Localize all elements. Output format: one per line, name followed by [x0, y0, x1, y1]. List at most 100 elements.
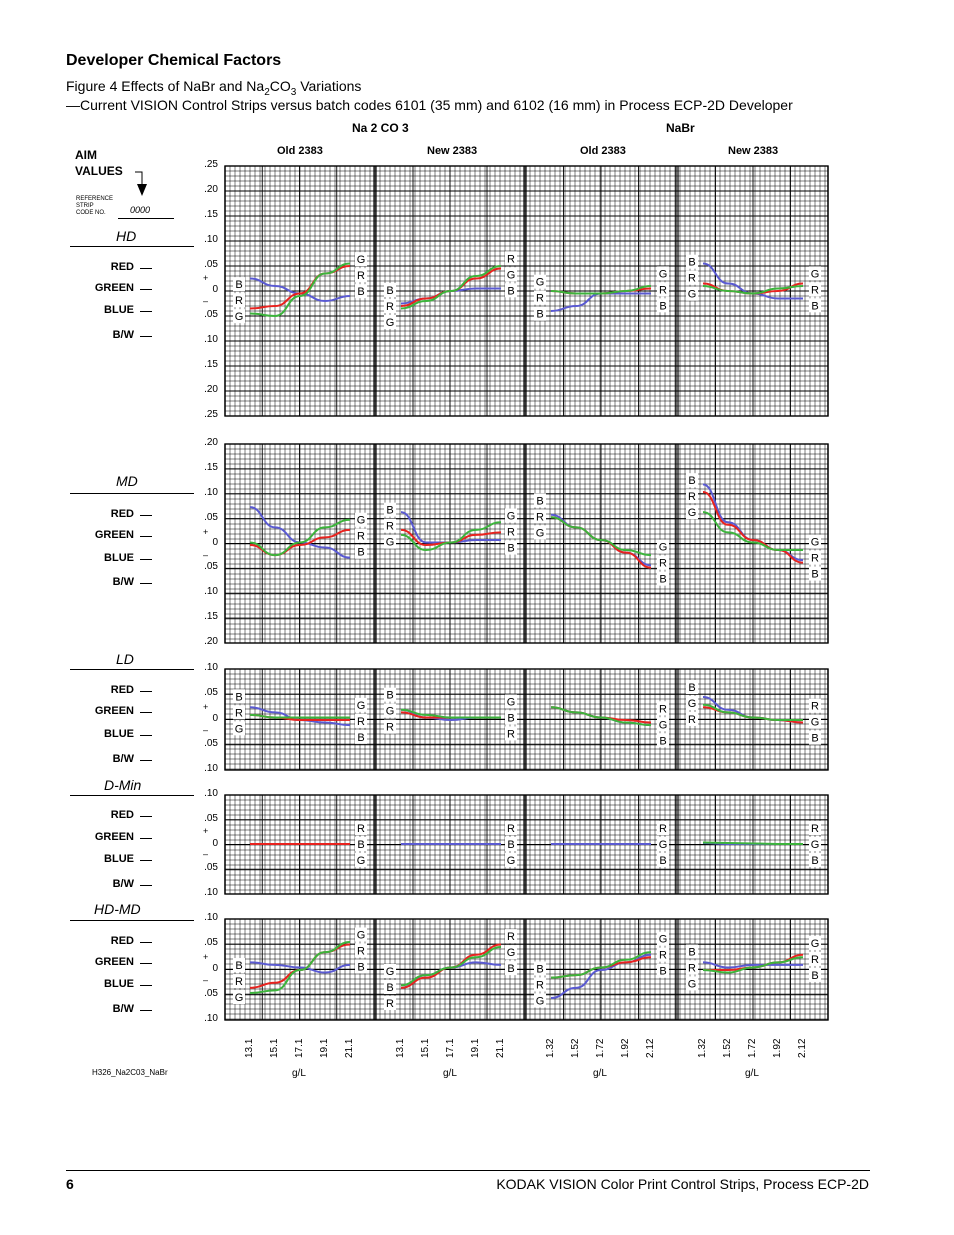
curve-letter-g: G: [235, 992, 244, 1004]
row-label-dash: [140, 735, 152, 736]
curve-letter-bg: [809, 730, 821, 745]
curve-letter-bg: [534, 977, 546, 992]
y-tick-label: .15: [204, 359, 218, 370]
curve-letter-b: B: [811, 855, 818, 867]
curve-letter-r: R: [386, 521, 394, 533]
curve-letter-bg: [384, 719, 396, 734]
x-tick-label: 13.1: [244, 1038, 255, 1058]
region-label-ld: LD: [116, 651, 134, 667]
curve-letter-g: G: [536, 995, 545, 1007]
figure-caption-line1: Figure 4 Effects of NaBr and Na2CO3 Vari…: [66, 78, 362, 98]
curve-letter-bg: [384, 996, 396, 1010]
curve-letter-bg: [809, 698, 821, 713]
x-unit-label: g/L: [745, 1068, 759, 1079]
curve-letter-bg: [505, 508, 517, 523]
x-tick-label: 2.12: [797, 1038, 808, 1058]
y-tick-label: 0: [212, 837, 218, 849]
curve-letter-b: B: [507, 963, 514, 975]
curve-letter-bg: [384, 283, 396, 297]
curve-letter-bg: [809, 853, 821, 867]
row-label-dash: [140, 515, 152, 516]
row-label-dash: [140, 942, 152, 943]
minus-sign: –: [203, 725, 209, 735]
row-label-dash: [140, 760, 152, 761]
row-label-dash: [140, 860, 152, 861]
curve-letter-bg: [534, 525, 546, 540]
curve-letter-bg: [505, 929, 517, 944]
y-tick-label: .15: [204, 461, 218, 473]
y-tick-label: .10: [204, 334, 218, 345]
curve-letter-r: R: [659, 284, 667, 296]
x-unit-label: g/L: [443, 1068, 457, 1079]
aim-values-label: AIM VALUES: [75, 148, 123, 178]
series-line-b: [702, 961, 803, 969]
series-line-g: [249, 262, 351, 318]
curve-letter-bg: [686, 286, 698, 301]
curve-letter-r: R: [536, 979, 544, 991]
region-separator: [70, 669, 194, 670]
curve-letter-g: G: [357, 855, 366, 867]
y-tick-label: .10: [204, 234, 218, 245]
curve-letter-bg: [809, 534, 821, 549]
y-tick-label: 0: [212, 284, 218, 295]
curve-letter-b: B: [811, 733, 818, 745]
curve-letter-b: B: [386, 505, 393, 517]
row-label-dash: [140, 885, 152, 886]
x-tick-label: 21.1: [344, 1038, 355, 1058]
row-label-red: RED: [110, 508, 134, 520]
curve-letter-bg: [534, 961, 546, 976]
curve-letter-r: R: [357, 531, 365, 543]
curve-letter-bg: [686, 489, 698, 504]
curve-letter-bg: [505, 945, 517, 960]
curve-letter-b: B: [659, 966, 666, 978]
curve-letter-bg: [686, 960, 698, 975]
curve-letter-g: G: [659, 542, 668, 554]
minus-sign: –: [203, 975, 209, 985]
row-label-dash: [140, 583, 152, 584]
curve-letter-r: R: [659, 950, 667, 962]
curve-letter-g: G: [659, 268, 668, 280]
curve-letter-bg: [355, 927, 367, 942]
curve-letter-bg: [384, 299, 396, 313]
curve-letter-g: G: [811, 537, 820, 549]
curve-letter-bg: [355, 729, 367, 744]
region-label-d-min: D-Min: [104, 777, 142, 793]
x-tick-label: 1.92: [620, 1038, 631, 1058]
row-label-dash: [140, 963, 152, 964]
y-tick-label: .10: [204, 662, 218, 673]
x-tick-label: 1.52: [570, 1038, 581, 1058]
y-tick-label: .05: [204, 862, 218, 874]
x-unit-label: g/L: [593, 1068, 607, 1079]
region-label-hd-md: HD-MD: [94, 901, 141, 917]
curve-letter-r: R: [659, 558, 667, 570]
curve-letter-r: R: [688, 962, 696, 974]
curve-letter-bg: [355, 544, 367, 559]
curve-letter-bg: [809, 714, 821, 729]
curve-letter-b: B: [688, 475, 695, 487]
curve-letter-r: R: [357, 823, 365, 835]
series-line-g: [550, 285, 652, 295]
curve-letter-g: G: [811, 717, 820, 729]
curve-letter-bg: [657, 853, 669, 867]
curve-letter-g: G: [386, 966, 395, 978]
curve-letter-bg: [657, 947, 669, 962]
series-line-g: [249, 713, 350, 719]
y-tick-label: .10: [204, 763, 218, 774]
region-label-hd: HD: [116, 228, 137, 244]
curve-letter-b: B: [507, 839, 514, 851]
row-label-dash: [140, 985, 152, 986]
series-line-r: [400, 267, 502, 307]
curve-letter-b: B: [536, 309, 543, 321]
y-tick-label: .10: [204, 912, 218, 923]
y-tick-label: .20: [204, 636, 218, 647]
series-line-g: [400, 946, 502, 987]
curve-letter-b: B: [688, 946, 695, 958]
series-line-g: [702, 511, 803, 552]
curve-letter-b: B: [811, 970, 818, 982]
x-tick-label: 1.72: [747, 1038, 758, 1058]
curve-letter-g: G: [357, 929, 366, 941]
curve-letter-bg: [657, 963, 669, 978]
row-label-dash: [140, 289, 152, 290]
y-tick-label: 0: [212, 536, 218, 548]
